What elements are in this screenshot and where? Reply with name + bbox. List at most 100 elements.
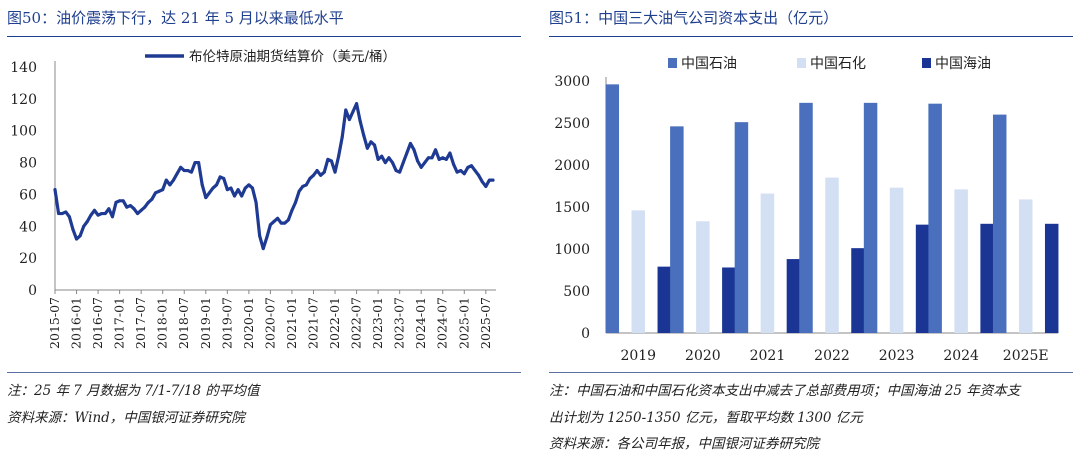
brent-price-point (82, 224, 86, 228)
y-tick-label: 120 (10, 92, 37, 108)
y-tick-label: 2500 (554, 116, 590, 132)
brent-price-point (60, 212, 64, 216)
left-note: 注：25 年 7 月数据为 7/1-7/18 的平均值 (7, 383, 260, 399)
brent-price-point (85, 220, 89, 224)
brent-price-point (128, 204, 132, 208)
brent-price-point (118, 199, 122, 203)
brent-price-point (376, 157, 380, 161)
x-tick-label: 2024-01 (413, 297, 428, 349)
x-category-label: 2023 (879, 348, 915, 364)
brent-price-point (139, 208, 143, 212)
bar-cnooc (722, 267, 736, 333)
bar-cnooc (657, 266, 672, 333)
brent-price-point (236, 188, 240, 192)
brent-price-point (484, 184, 488, 188)
brent-price-point (469, 164, 473, 168)
brent-price-point (473, 169, 477, 173)
brent-price-point (412, 148, 416, 152)
brent-price-point (67, 215, 71, 219)
brent-price-point (200, 183, 204, 187)
brent-price-point (100, 212, 104, 216)
bar-sinopec (1018, 199, 1033, 333)
brent-price-point (261, 247, 265, 251)
y-tick-label: 100 (10, 124, 37, 140)
brent-price-point (390, 161, 394, 165)
brent-price-point (444, 157, 448, 161)
x-tick-label: 2016-07 (90, 297, 105, 349)
brent-price-point (398, 170, 402, 174)
bar-cnpc (992, 114, 1007, 333)
x-tick-label: 2016-01 (69, 297, 84, 349)
brent-price-point (347, 118, 351, 122)
brent-price-point (222, 177, 226, 180)
brent-price-point (96, 213, 100, 217)
y-tick-label: 80 (19, 156, 37, 172)
brent-price-point (315, 169, 319, 173)
brent-price-point (340, 135, 344, 139)
brent-price-point (373, 143, 377, 147)
y-tick-label: 0 (581, 326, 590, 342)
left-title-rule (7, 36, 521, 37)
brent-price-point (225, 188, 229, 192)
brent-price-point (383, 161, 387, 165)
brent-price-point (171, 178, 175, 182)
x-category-label: 2024 (943, 348, 979, 364)
brent-price-point (53, 188, 57, 192)
brent-price-point (426, 156, 430, 160)
brent-price-point (308, 177, 312, 180)
brent-price-point (462, 172, 466, 176)
legend-label: 布伦特原油期货结算价（美元/桶） (189, 48, 396, 65)
bar-cnpc (799, 102, 813, 333)
y-tick-label: 500 (563, 284, 590, 300)
brent-price-point (477, 173, 481, 177)
brent-price-point (211, 186, 215, 190)
y-tick-label: 0 (28, 283, 37, 299)
right-source: 资料来源：各公司年报，中国银河证券研究院 (549, 436, 819, 452)
left-chart-title: 图50：油价震荡下行，达 21 年 5 月以来最低水平 (7, 9, 344, 27)
bar-sinopec (889, 187, 904, 333)
brent-price-point (143, 205, 147, 209)
brent-price-point (125, 205, 129, 209)
x-tick-label: 2018-07 (176, 297, 191, 349)
brent-price-point (286, 218, 290, 222)
legend-swatch-cnooc (922, 58, 931, 68)
brent-price-point (387, 156, 391, 160)
brent-price-point (150, 197, 154, 201)
brent-price-point (283, 221, 287, 225)
legend-label-sinopec: 中国石化 (810, 56, 866, 72)
x-tick-label: 2020-01 (241, 297, 256, 349)
brent-price-point (71, 227, 75, 231)
brent-price-point (279, 221, 283, 225)
brent-price-point (487, 178, 491, 182)
brent-price-point (344, 108, 348, 112)
x-tick-label: 2017-07 (133, 297, 148, 349)
brent-price-point (437, 157, 441, 161)
brent-price-point (337, 154, 341, 158)
brent-price-point (491, 178, 495, 182)
brent-price-point (254, 200, 258, 204)
brent-price-point (179, 165, 183, 169)
brent-price-point (233, 194, 237, 198)
brent-price-point (110, 215, 114, 219)
brent-price-point (401, 161, 405, 165)
bar-cnooc (980, 223, 994, 333)
brent-price-point (240, 194, 244, 198)
brent-price-point (175, 172, 179, 176)
brent-price-point (186, 169, 190, 173)
brent-price-point (57, 212, 61, 216)
brent-price-point (189, 170, 193, 174)
y-tick-label: 2000 (554, 158, 590, 174)
bar-sinopec (631, 210, 646, 333)
brent-price-point (448, 151, 452, 155)
brent-price-point (136, 212, 140, 216)
right-note-line2: 出计划为 1250-1350 亿元，暂取平均数 1300 亿元 (549, 410, 863, 426)
brent-price-point (114, 200, 118, 204)
brent-price-point (394, 169, 398, 173)
x-tick-label: 2025-07 (478, 297, 493, 349)
brent-price-point (480, 180, 484, 184)
x-tick-label: 2023-07 (392, 297, 407, 349)
y-tick-label: 40 (19, 219, 37, 235)
y-tick-label: 1000 (554, 242, 590, 258)
